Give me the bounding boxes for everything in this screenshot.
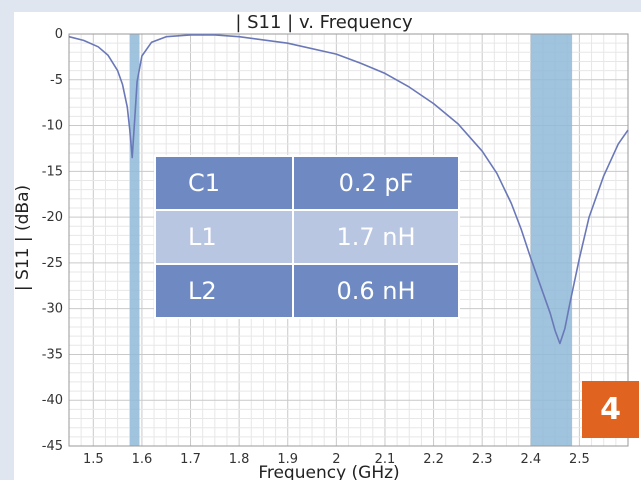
x-tick-label: 1.7: [180, 452, 201, 467]
x-axis-label: Frequency (GHz): [258, 463, 399, 480]
y-tick-label: -15: [42, 164, 63, 179]
x-tick-label: 1.9: [277, 452, 298, 467]
tick-labels: 1.5 1.6 1.7 1.8 1.9 2 2.1 2.2 2.3 2.4 2.5 0 -5 -10 -15…: [42, 27, 590, 467]
y-tick-label: -20: [42, 210, 63, 225]
x-tick-label: 2.3: [472, 452, 493, 467]
y-tick-label: 0: [55, 27, 63, 42]
component-value: 1.7 nH: [292, 209, 460, 265]
plot-frame: [68, 33, 629, 447]
x-tick-label: 1.6: [132, 452, 153, 467]
x-tick-label: 1.5: [83, 452, 104, 467]
y-axis-label: | S11 | (dBa): [14, 185, 33, 291]
x-tick-label: 2: [332, 452, 340, 467]
y-tick-label: -30: [42, 302, 63, 317]
frequency-bands: [129, 34, 573, 446]
component-name: C1: [154, 155, 294, 211]
component-values-table: C1 0.2 pF L1 1.7 nH L2 0.6 nH: [154, 155, 460, 319]
x-tick-label: 1.8: [229, 452, 250, 467]
component-value: 0.2 pF: [292, 155, 460, 211]
y-tick-label: -35: [42, 347, 63, 362]
y-tick-label: -45: [42, 439, 63, 454]
component-name: L1: [154, 209, 294, 265]
x-tick-label: 2.4: [520, 452, 541, 467]
series-layer: [68, 34, 629, 345]
frequency-band: [129, 34, 140, 446]
table-row: L1 1.7 nH: [154, 209, 460, 265]
y-tick-label: -10: [42, 119, 63, 134]
x-tick-label: 2.1: [375, 452, 396, 467]
table-row: C1 0.2 pF: [154, 155, 460, 211]
frequency-band: [530, 34, 573, 446]
table-row: L2 0.6 nH: [154, 263, 460, 319]
x-tick-label: 2.5: [569, 452, 590, 467]
figure-number-badge: 4: [582, 381, 639, 438]
y-tick-label: -5: [50, 73, 63, 88]
y-tick-label: -40: [42, 393, 63, 408]
y-tick-label: -25: [42, 256, 63, 271]
chart-title: | S11 | v. Frequency: [235, 12, 413, 33]
component-value: 0.6 nH: [292, 263, 460, 319]
component-name: L2: [154, 263, 294, 319]
s11-series-line: [68, 34, 629, 345]
chart-figure: 1.5 1.6 1.7 1.8 1.9 2 2.1 2.2 2.3 2.4 2.5 0 -5 -10 -15…: [14, 12, 641, 480]
x-tick-label: 2.2: [423, 452, 444, 467]
